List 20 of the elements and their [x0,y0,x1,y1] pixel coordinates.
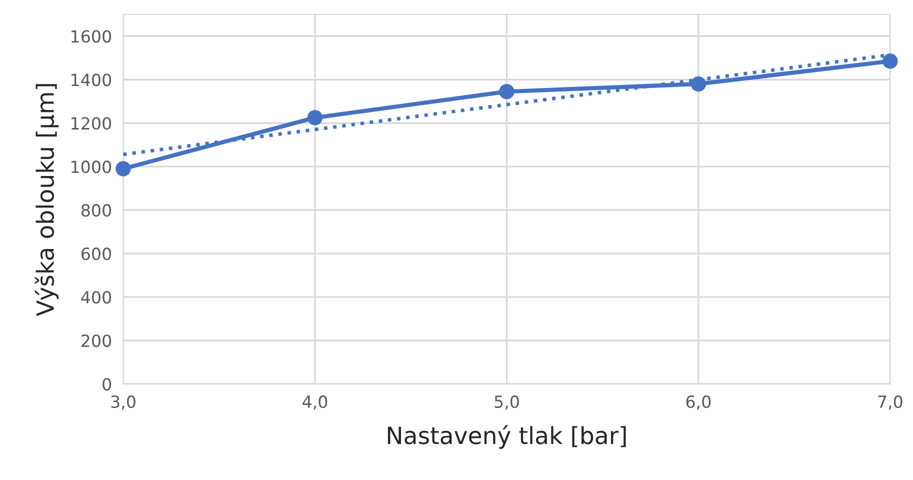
point [499,84,514,100]
x-tick-label: 4,0 [302,395,328,410]
x-tick-label: 7,0 [878,395,902,410]
y-tick-label: 1400 [72,74,112,86]
point [882,54,898,69]
x-tick-label: 5,0 [494,395,519,410]
x-tick-label: 6,0 [686,395,711,410]
point [116,161,131,176]
y-tick-label: 800 [81,204,112,217]
y-tick-label: 600 [81,248,112,260]
point [307,110,323,126]
x-tick-label: 3,0 [111,395,136,410]
y-tick-label: 1200 [72,117,112,130]
y-tick-label: 1000 [72,160,112,174]
y-tick-label: 400 [81,291,112,304]
y-axis-title: Výška oblouku [µm] [34,84,59,316]
y-tick-label: 0 [102,378,112,391]
y-tick-label: 200 [82,334,112,348]
x-axis-title: Nastavený tlak [bar] [388,425,626,449]
y-tick-label: 1600 [72,30,112,43]
